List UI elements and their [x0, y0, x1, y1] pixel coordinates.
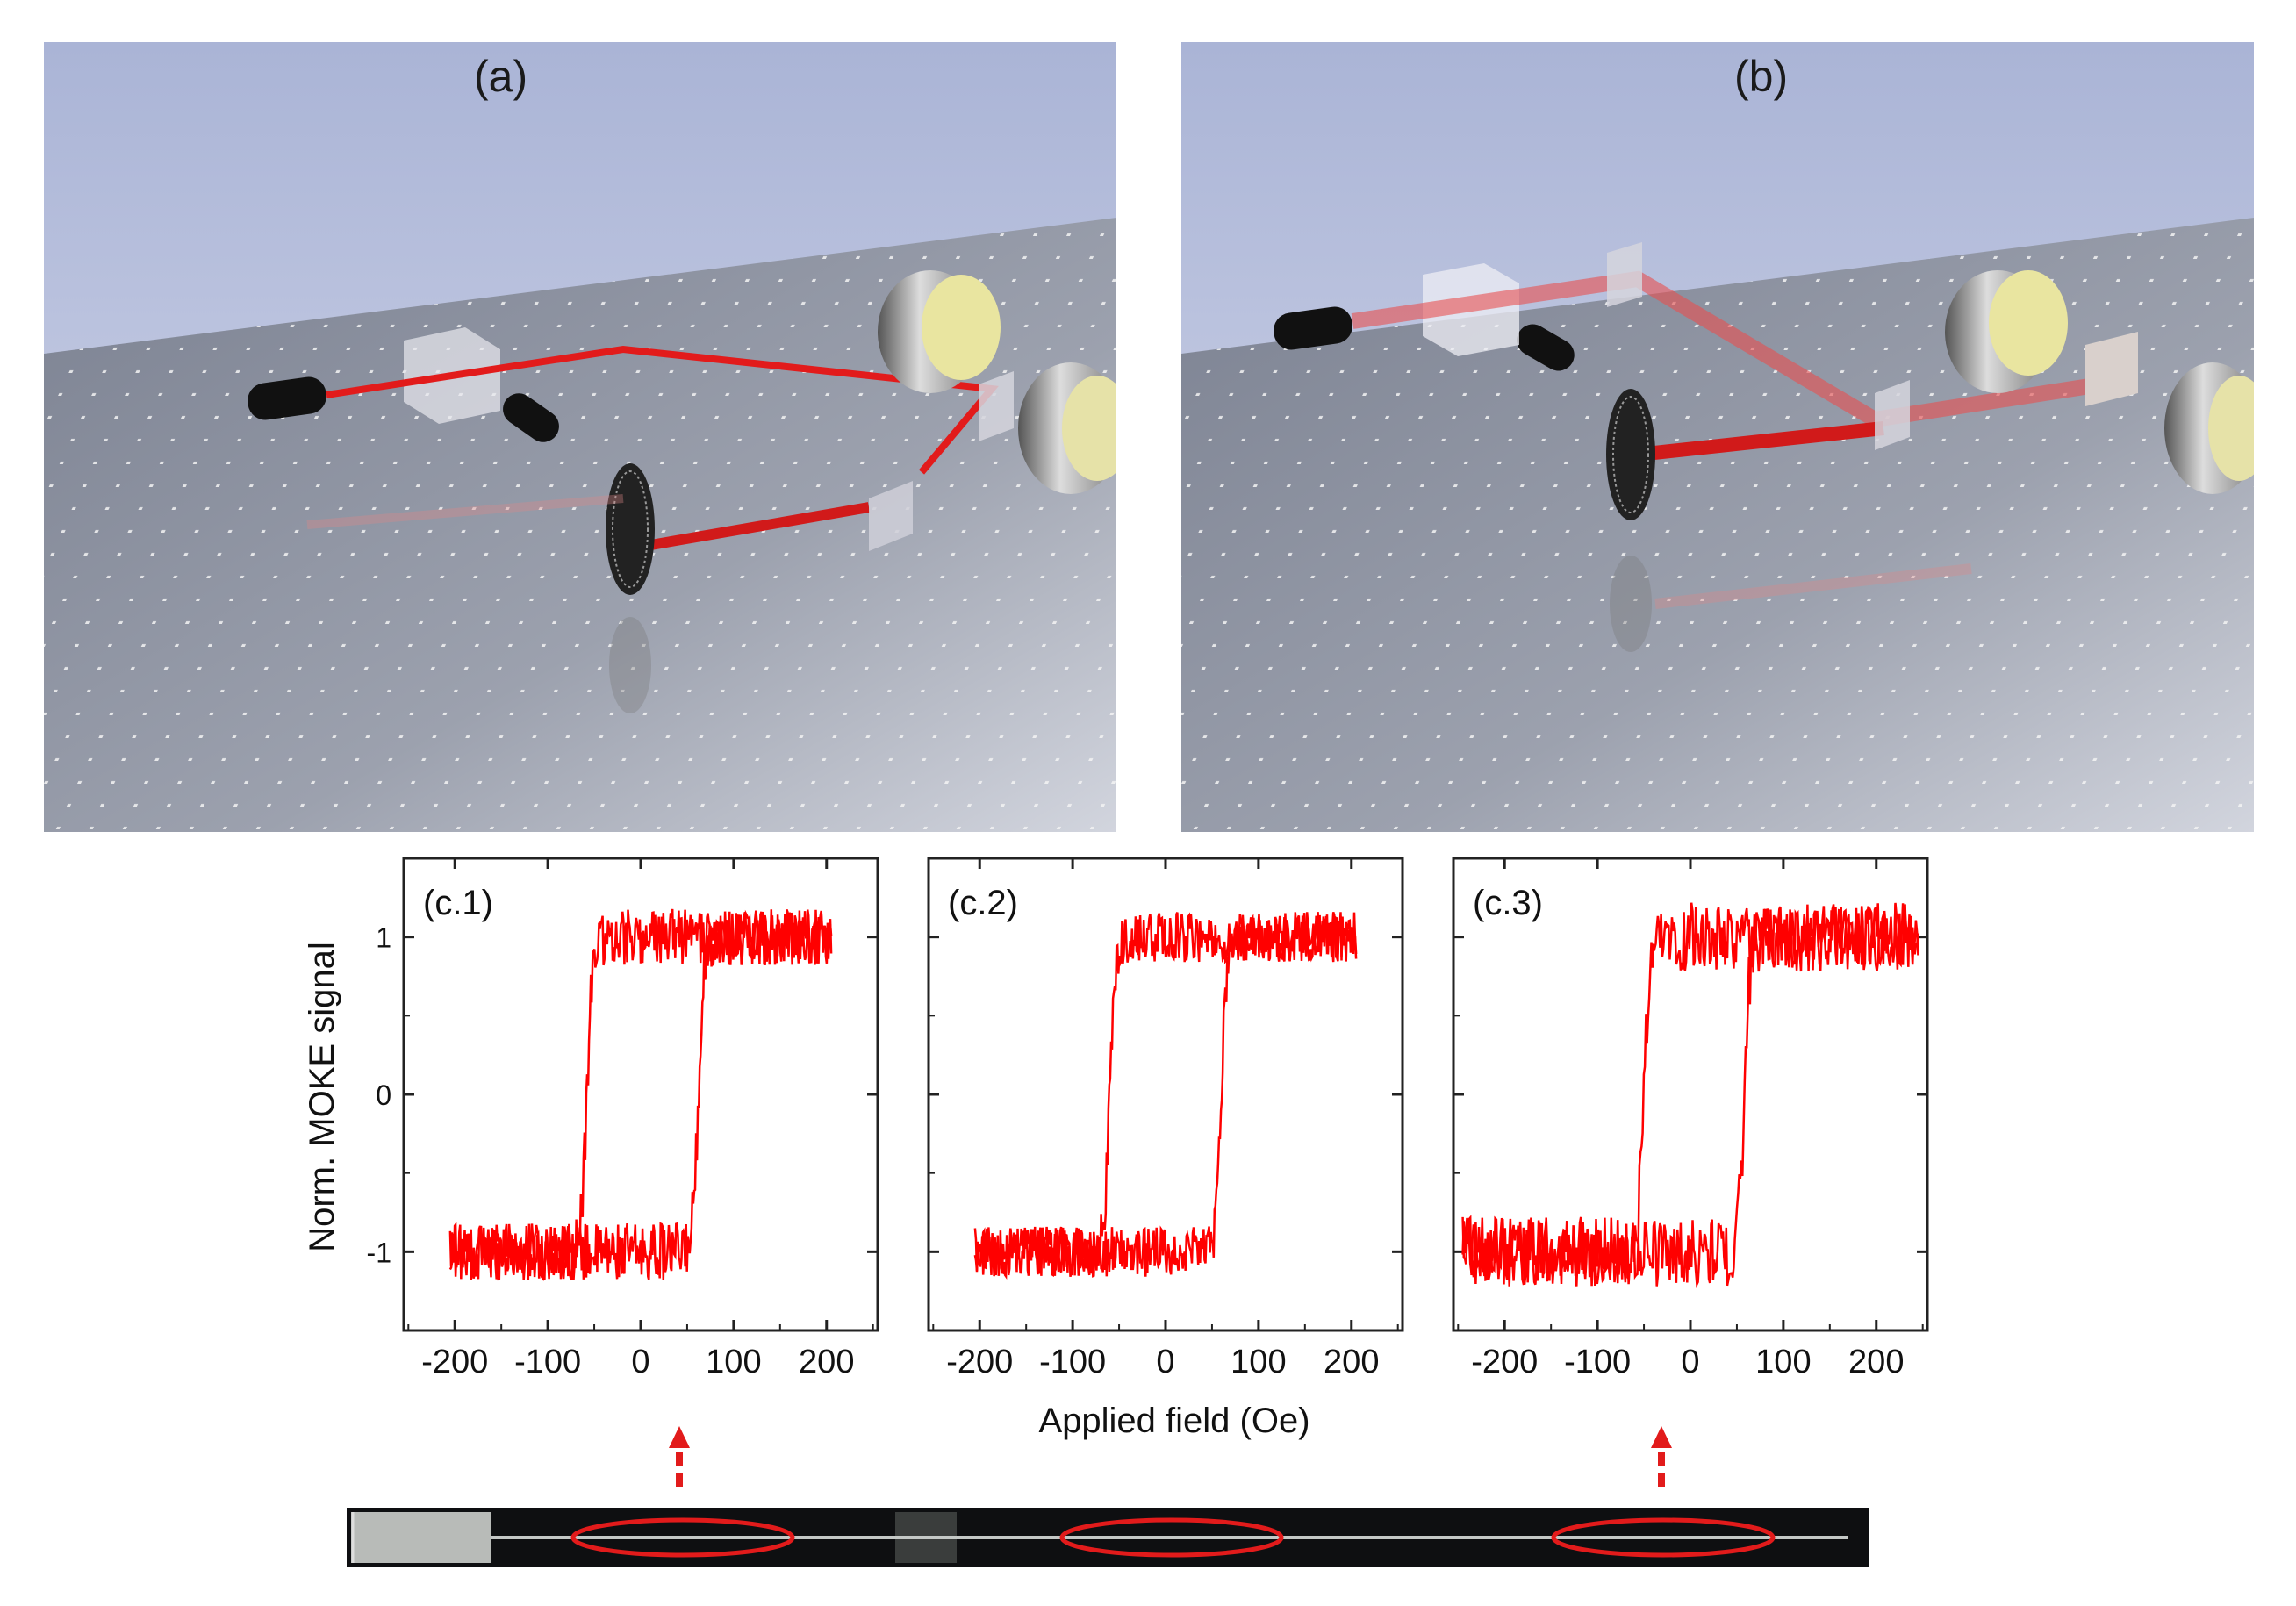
laser-icon: [248, 376, 326, 420]
measurement-spot-3: [1551, 1517, 1776, 1558]
moke-signal-descending: [448, 908, 833, 1282]
plot-panel-label: (c.2): [948, 884, 1018, 922]
x-tick-label: 0: [1156, 1344, 1174, 1380]
x-tick-label: -100: [514, 1344, 581, 1380]
grating-icon: [606, 463, 655, 595]
plot-panel-label: (c.1): [423, 884, 493, 922]
sample-icon: [2085, 332, 2138, 406]
sample-strip-image: [347, 1508, 1869, 1567]
panel-b-scene: [1181, 42, 2254, 832]
panel-b-setup-render: (b): [1181, 42, 2254, 832]
mirror-icon: [869, 481, 913, 551]
y-tick-label: -1: [367, 1237, 391, 1268]
x-axis-label: Applied field (Oe): [1038, 1402, 1309, 1440]
panel-a-setup-render: (a): [44, 42, 1116, 832]
moke-signal-descending: [973, 912, 1358, 1278]
x-tick-label: -100: [1564, 1344, 1631, 1380]
x-tick-label: -200: [946, 1344, 1013, 1380]
x-tick-label: -100: [1039, 1344, 1106, 1380]
x-tick-label: -200: [421, 1344, 488, 1380]
x-tick-label: 0: [631, 1344, 649, 1380]
panel-label-b: (b): [1734, 52, 1789, 101]
moke-plot-2: -200 -100 0 100 200 (c.2): [927, 857, 1404, 1380]
x-tick-label: -200: [1471, 1344, 1538, 1380]
grating-icon: [1606, 389, 1655, 520]
moke-signal-ascending: [1461, 903, 1919, 1288]
detector-icon: [1517, 324, 1575, 371]
arrow-icon: [1651, 1426, 1672, 1487]
x-tick-label: 0: [1681, 1344, 1699, 1380]
arrow-icon: [669, 1426, 690, 1487]
y-axis-label: Norm. MOKE signal: [303, 942, 341, 1251]
moke-signal-descending: [1461, 902, 1919, 1287]
x-tick-label: 100: [1231, 1344, 1286, 1380]
laser-beam: [326, 345, 999, 475]
laser-beam-lower: [1637, 421, 1884, 462]
mirror-icon: [1607, 242, 1642, 307]
laser-icon: [1274, 306, 1352, 350]
y-tick-label: 0: [376, 1079, 391, 1111]
y-tick-label: 1: [376, 922, 391, 954]
plot-frame: [927, 857, 1404, 1332]
x-tick-label: 200: [1324, 1344, 1379, 1380]
x-tick-label: 100: [706, 1344, 761, 1380]
x-tick-label: 200: [799, 1344, 854, 1380]
measurement-spot-1: [570, 1517, 795, 1558]
mirror-icon: [1875, 380, 1910, 450]
plot-panel-label: (c.3): [1473, 884, 1543, 922]
laser-beam: [1351, 270, 2131, 428]
plot-frame: [1452, 857, 1929, 1332]
laser-beam-lower: [639, 502, 871, 552]
x-tick-label: 200: [1848, 1344, 1904, 1380]
moke-plot-1: -200 -100 0 100 200 1 0 -1 (c.1): [367, 857, 879, 1380]
mirror-icon: [979, 371, 1014, 441]
moke-plot-3: -200 -100 0 100 200 (c.3): [1452, 857, 1929, 1380]
x-tick-label: 100: [1755, 1344, 1811, 1380]
detector-icon: [503, 393, 559, 442]
panel-label-a: (a): [474, 52, 528, 101]
panel-a-scene: [44, 42, 1116, 832]
plot-frame: [402, 857, 879, 1332]
moke-signal-ascending: [973, 911, 1358, 1280]
moke-signal-ascending: [448, 908, 833, 1281]
measurement-spot-2: [1059, 1517, 1284, 1558]
